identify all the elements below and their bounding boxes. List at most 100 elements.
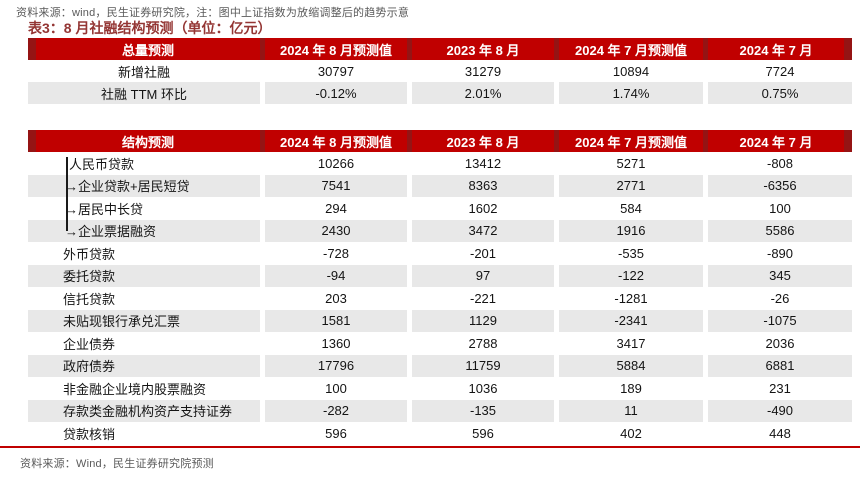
- cell: 402: [554, 422, 703, 445]
- row-label: 信托贷款: [63, 291, 116, 307]
- cell: 1602: [407, 197, 554, 220]
- cell: 2788: [407, 332, 554, 355]
- cell: 7724: [703, 60, 852, 82]
- cell: 3417: [554, 332, 703, 355]
- cell: 1036: [407, 377, 554, 400]
- cell: -122: [554, 264, 703, 287]
- section-divider-rule: [0, 446, 860, 448]
- cell: -490: [703, 399, 852, 422]
- row-label: 委托贷款: [28, 264, 260, 287]
- cell: -26: [703, 287, 852, 310]
- header-cell: 2024 年 7 月: [703, 130, 852, 152]
- cell: -6356: [703, 174, 852, 197]
- cell: -808: [703, 152, 852, 175]
- cell: 6881: [703, 354, 852, 377]
- tree-connector: [66, 157, 68, 231]
- header-cell: 2024 年 7 月预测值: [554, 38, 703, 60]
- cell: -282: [260, 399, 407, 422]
- table-row: 外币贷款 -728 -201 -535 -890: [28, 242, 852, 265]
- source-note-bottom: 资料来源：Wind，民生证券研究院预测: [20, 458, 214, 470]
- cell: -0.12%: [260, 82, 407, 104]
- table-row: 未贴现银行承兑汇票 1581 1129 -2341 -1075: [28, 309, 852, 332]
- row-label: 贷款核销: [63, 426, 116, 442]
- table-row: 委托贷款 -94 97 -122 345: [28, 264, 852, 287]
- cell: 7541: [260, 174, 407, 197]
- cell: 8363: [407, 174, 554, 197]
- table-row: 贷款核销 596 596 402 448: [28, 422, 852, 445]
- cell: -201: [407, 242, 554, 265]
- cell: 0.75%: [703, 82, 852, 104]
- cell: 100: [260, 377, 407, 400]
- cell: 17796: [260, 354, 407, 377]
- row-label: 非金融企业境内股票融资: [63, 381, 207, 397]
- cell: -890: [703, 242, 852, 265]
- structure-header-row: 结构预测 2024 年 8 月预测值 2023 年 8 月 2024 年 7 月…: [28, 130, 852, 152]
- cell: -2341: [554, 309, 703, 332]
- table-row: 非金融企业境内股票融资 100 1036 189 231: [28, 377, 852, 400]
- table-row: 人民币贷款 10266 13412 5271 -808: [28, 152, 852, 175]
- cell: 1360: [260, 332, 407, 355]
- cell: 5271: [554, 152, 703, 175]
- row-label: 新增社融: [117, 64, 170, 80]
- cell: 596: [260, 422, 407, 445]
- header-cell: 2024 年 8 月预测值: [260, 130, 407, 152]
- structure-table: 结构预测 2024 年 8 月预测值 2023 年 8 月 2024 年 7 月…: [28, 130, 852, 445]
- cell: 1129: [407, 309, 554, 332]
- cell: 1581: [260, 309, 407, 332]
- row-label: 存款类金融机构资产支持证券: [28, 399, 260, 422]
- table-row: 存款类金融机构资产支持证券 -282 -135 11 -490: [28, 399, 852, 422]
- cell: -135: [407, 399, 554, 422]
- cell: 5586: [703, 219, 852, 242]
- table-row: →企业票据融资 2430 3472 1916 5586: [28, 219, 852, 242]
- row-label: 政府债券: [28, 354, 260, 377]
- header-cell: 2023 年 8 月: [407, 38, 554, 60]
- cell: -221: [407, 287, 554, 310]
- cell: 189: [554, 377, 703, 400]
- cell: 3472: [407, 219, 554, 242]
- header-cell: 总量预测: [28, 38, 260, 60]
- cell: 2.01%: [407, 82, 554, 104]
- header-cell: 2024 年 7 月预测值: [554, 130, 703, 152]
- row-label: →企业贷款+居民短贷: [28, 174, 260, 197]
- cell: 448: [703, 422, 852, 445]
- cell: 11: [554, 399, 703, 422]
- cell: 31279: [407, 60, 554, 82]
- cell: 2036: [703, 332, 852, 355]
- table-row: 信托贷款 203 -221 -1281 -26: [28, 287, 852, 310]
- header-cell: 2023 年 8 月: [407, 130, 554, 152]
- summary-header-row: 总量预测 2024 年 8 月预测值 2023 年 8 月 2024 年 7 月…: [28, 38, 852, 60]
- cell: 203: [260, 287, 407, 310]
- cell: 345: [703, 264, 852, 287]
- cell: 100: [703, 197, 852, 220]
- table-row: →企业贷款+居民短贷 7541 8363 2771 -6356: [28, 174, 852, 197]
- table-row: →居民中长贷 294 1602 584 100: [28, 197, 852, 220]
- cell: 1916: [554, 219, 703, 242]
- cell: 294: [260, 197, 407, 220]
- cell: 231: [703, 377, 852, 400]
- table-row: 政府债券 17796 11759 5884 6881: [28, 354, 852, 377]
- cell: 1.74%: [554, 82, 703, 104]
- source-note-top: 资料来源：wind，民生证券研究院，注：图中上证指数为放缩调整后的趋势示意: [16, 7, 410, 19]
- cell: 10894: [554, 60, 703, 82]
- summary-table: 总量预测 2024 年 8 月预测值 2023 年 8 月 2024 年 7 月…: [28, 38, 852, 104]
- row-label: 企业债券: [63, 336, 116, 352]
- cell: 2771: [554, 174, 703, 197]
- table-row: 企业债券 1360 2788 3417 2036: [28, 332, 852, 355]
- table-row: 社融 TTM 环比 -0.12% 2.01% 1.74% 0.75%: [28, 82, 852, 104]
- row-label: →企业票据融资: [28, 219, 260, 242]
- table-row: 新增社融 30797 31279 10894 7724: [28, 60, 852, 82]
- cell: 13412: [407, 152, 554, 175]
- row-label: 人民币贷款: [69, 156, 135, 172]
- cell: 30797: [260, 60, 407, 82]
- cell: -728: [260, 242, 407, 265]
- header-cell: 2024 年 8 月预测值: [260, 38, 407, 60]
- cell: 2430: [260, 219, 407, 242]
- header-cell: 2024 年 7 月: [703, 38, 852, 60]
- cell: 97: [407, 264, 554, 287]
- row-label: 外币贷款: [63, 246, 116, 262]
- cell: 584: [554, 197, 703, 220]
- table-title: 表3：8 月社融结构预测（单位：亿元）: [28, 20, 272, 36]
- row-label: 未贴现银行承兑汇票: [28, 309, 260, 332]
- cell: 5884: [554, 354, 703, 377]
- cell: -535: [554, 242, 703, 265]
